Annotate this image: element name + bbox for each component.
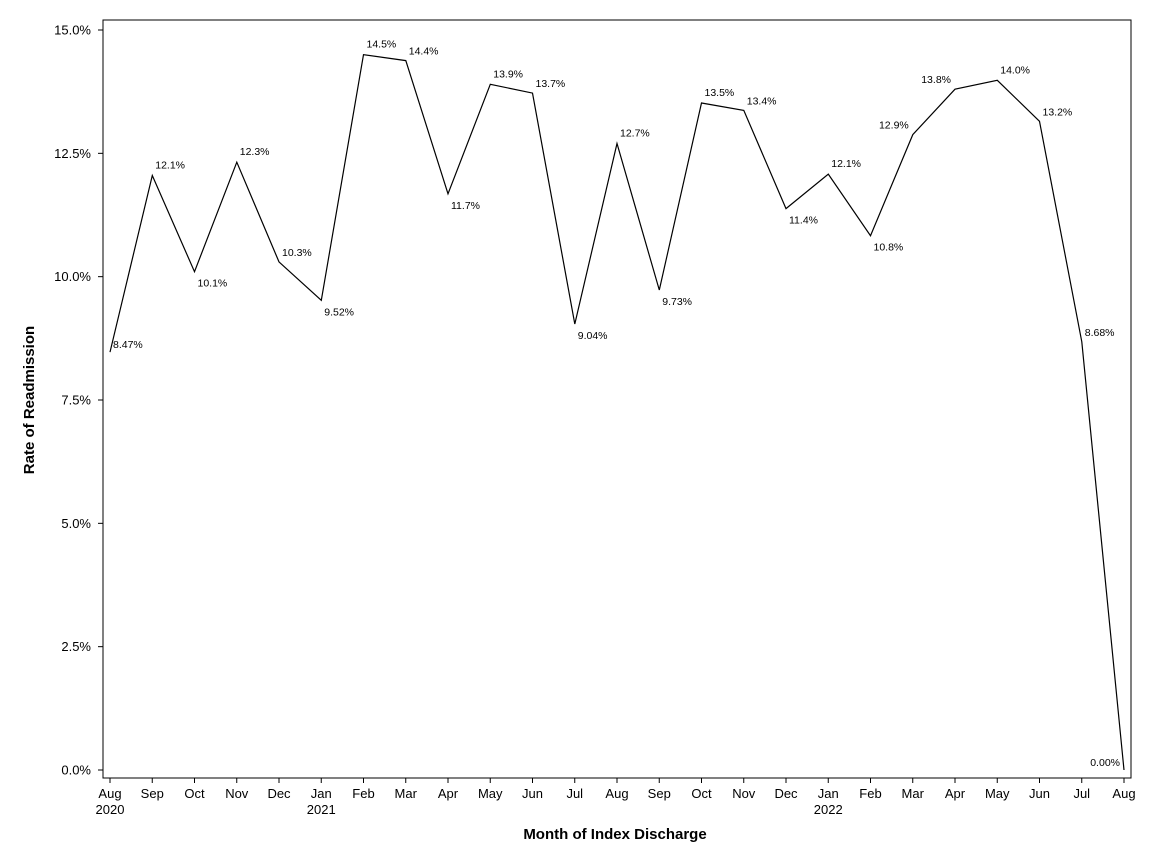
data-label: 11.7%: [451, 200, 480, 212]
x-tick-label: Nov: [225, 786, 249, 801]
data-label: 10.8%: [874, 242, 904, 254]
x-tick-label: Feb: [859, 786, 881, 801]
x-tick-label: Sep: [648, 786, 671, 801]
x-tick-label: Jun: [522, 786, 543, 801]
data-label: 0.00%: [1090, 757, 1120, 769]
data-label: 13.4%: [747, 95, 777, 107]
x-tick-label: Feb: [352, 786, 374, 801]
x-tick-label: Jan: [818, 786, 839, 801]
x-year-label: 2022: [814, 802, 843, 817]
x-axis-title: Month of Index Discharge: [523, 826, 706, 843]
x-tick-label: Apr: [945, 786, 966, 801]
y-axis-title: Rate of Readmission: [21, 326, 38, 474]
x-tick-label: Aug: [98, 786, 121, 801]
data-label: 13.2%: [1043, 106, 1073, 118]
x-tick-label: Jun: [1029, 786, 1050, 801]
x-tick-label: Dec: [267, 786, 291, 801]
data-label: 12.9%: [879, 120, 909, 132]
x-tick-label: Apr: [438, 786, 459, 801]
x-tick-label: Jul: [566, 786, 583, 801]
data-label: 9.52%: [324, 306, 354, 318]
data-label: 9.04%: [578, 330, 608, 342]
y-tick-label: 2.5%: [61, 639, 91, 654]
x-year-label: 2021: [307, 802, 336, 817]
plot-frame: [102, 19, 1132, 779]
x-tick-label: Oct: [691, 786, 712, 801]
data-label: 13.9%: [493, 68, 523, 80]
data-label: 13.8%: [921, 74, 951, 86]
x-tick-label: Mar: [395, 786, 418, 801]
data-label: 9.73%: [662, 296, 692, 308]
x-tick-label: May: [985, 786, 1010, 801]
data-label: 12.1%: [155, 160, 185, 172]
data-label: 14.0%: [1000, 64, 1030, 76]
x-tick-label: Oct: [184, 786, 205, 801]
data-label: 8.47%: [113, 339, 143, 351]
x-tick-label: May: [478, 786, 503, 801]
y-axis: 0.0% 2.5% 5.0% 7.5% 10.0% 12.5% 15.0%: [54, 23, 103, 778]
x-tick-label: Jul: [1073, 786, 1090, 801]
data-label: 13.7%: [536, 78, 566, 90]
x-tick-label: Nov: [732, 786, 756, 801]
x-tick-label: Jan: [311, 786, 332, 801]
x-tick-label: Sep: [141, 786, 164, 801]
data-label: 10.3%: [282, 247, 312, 259]
y-tick-label: 15.0%: [54, 23, 91, 38]
y-tick-label: 5.0%: [61, 516, 91, 531]
data-label: 11.4%: [789, 215, 818, 227]
data-label: 12.3%: [240, 146, 270, 158]
y-tick-label: 12.5%: [54, 146, 91, 161]
x-tick-label: Aug: [1112, 786, 1135, 801]
y-tick-label: 10.0%: [54, 269, 91, 284]
series-line: [109, 54, 1125, 771]
data-label: 10.1%: [198, 278, 228, 290]
x-tick-label: Dec: [774, 786, 798, 801]
x-axis: Aug Sep Oct Nov Dec Jan Feb Mar Apr May Jun Jul Aug S…: [96, 778, 1136, 817]
data-label: 8.68%: [1085, 327, 1115, 339]
data-labels: 8.47% 12.1% 10.1% 12.3% 10.3% 9.52% 14.5% 14.4%…: [113, 39, 1120, 769]
data-label: 14.5%: [367, 39, 397, 51]
y-tick-label: 0.0%: [61, 763, 91, 778]
data-label: 14.4%: [409, 46, 439, 58]
data-label: 12.1%: [831, 158, 861, 170]
data-label: 13.5%: [705, 87, 735, 99]
data-label: 12.7%: [620, 127, 650, 139]
x-tick-label: Mar: [902, 786, 925, 801]
x-tick-label: Aug: [605, 786, 628, 801]
x-year-label: 2020: [96, 802, 125, 817]
y-tick-label: 7.5%: [61, 393, 91, 408]
